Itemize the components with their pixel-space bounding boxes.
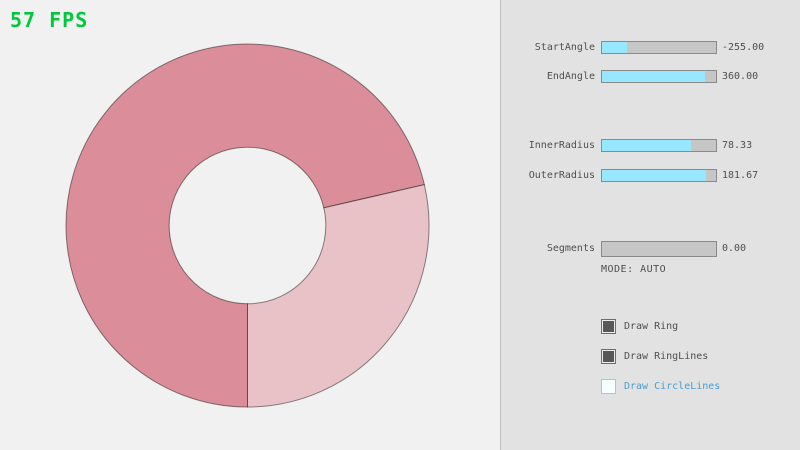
slider-endangle[interactable]: [601, 70, 717, 83]
checkbox-label-draw-circlelines: Draw CircleLines: [624, 380, 721, 392]
slider-label-segments: Segments: [546, 243, 595, 254]
slider-startangle[interactable]: [601, 41, 717, 54]
slider-fill-innerradius: [602, 140, 692, 151]
ring-segment-overlap: [65, 43, 425, 408]
checkbox-box-draw-ring[interactable]: [601, 318, 616, 334]
slider-row-endangle: EndAngle 360.00: [501, 70, 800, 83]
slider-row-startangle: StartAngle -255.00: [501, 41, 800, 54]
ring-segment-single: [247, 184, 430, 408]
slider-fill-startangle: [602, 42, 627, 53]
draw-canvas: 57 FPS: [10, 8, 430, 408]
checkbox-draw-circlelines[interactable]: Draw CircleLines: [601, 378, 720, 394]
mode-label: MODE: AUTO: [601, 264, 667, 275]
slider-row-outerradius: OuterRadius 181.67: [501, 169, 800, 182]
slider-value-segments: 0.00: [722, 243, 747, 254]
slider-innerradius[interactable]: [601, 139, 717, 152]
slider-value-outerradius: 181.67: [722, 170, 759, 181]
ring-chart: [65, 43, 430, 408]
slider-segments[interactable]: [601, 241, 717, 257]
slider-label-outerradius: OuterRadius: [528, 170, 595, 181]
fps-counter: 57 FPS: [10, 8, 89, 32]
slider-row-segments: Segments 0.00: [501, 241, 800, 257]
slider-outerradius[interactable]: [601, 169, 717, 182]
checkbox-label-draw-ringlines: Draw RingLines: [624, 350, 709, 362]
slider-value-endangle: 360.00: [722, 71, 759, 82]
checkbox-label-draw-ring: Draw Ring: [624, 320, 679, 332]
slider-fill-outerradius: [602, 170, 706, 181]
slider-row-innerradius: InnerRadius 78.33: [501, 139, 800, 152]
checkbox-draw-ringlines[interactable]: Draw RingLines: [601, 348, 708, 364]
slider-label-startangle: StartAngle: [534, 42, 595, 53]
slider-label-innerradius: InnerRadius: [528, 140, 595, 151]
slider-value-startangle: -255.00: [722, 42, 765, 53]
slider-label-endangle: EndAngle: [546, 71, 595, 82]
checkbox-draw-ring[interactable]: Draw Ring: [601, 318, 678, 334]
control-panel: StartAngle -255.00 EndAngle 360.00 Inner…: [500, 0, 800, 450]
slider-value-innerradius: 78.33: [722, 140, 753, 151]
checkbox-box-draw-ringlines[interactable]: [601, 348, 616, 364]
checkbox-box-draw-circlelines[interactable]: [601, 378, 616, 394]
slider-fill-endangle: [602, 71, 705, 82]
